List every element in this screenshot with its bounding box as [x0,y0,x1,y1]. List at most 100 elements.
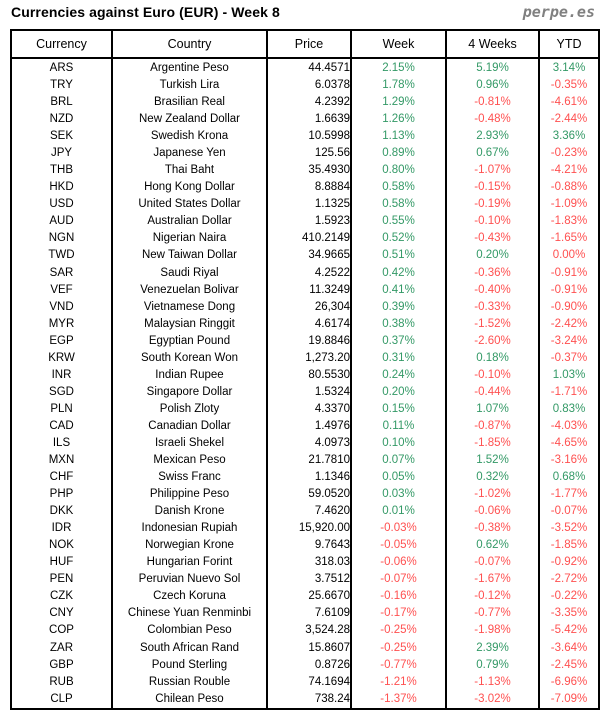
ytd-change: -5.42% [538,621,600,640]
ytd-change: -0.07% [538,502,600,520]
ytd-change: -2.72% [538,570,600,588]
ytd-change: -3.16% [538,451,600,469]
four-weeks-change: 0.20% [445,246,540,264]
currency-code: TWD [10,246,113,264]
week-change: 0.39% [350,298,447,316]
country-name: Malaysian Ringgit [111,315,268,333]
country-name: Japanese Yen [111,144,268,162]
ytd-change: 3.36% [538,127,600,145]
price-value: 125.56 [266,144,352,162]
table-row: PLN Polish Zloty 4.3370 0.15% 1.07% 0.83% [10,400,600,418]
price-value: 1.5923 [266,212,352,230]
currency-code: RUB [10,673,113,691]
four-weeks-change: -0.40% [445,281,540,299]
price-value: 25.6670 [266,587,352,605]
table-row: NOK Norwegian Krone 9.7643 -0.05% 0.62% -1.85… [10,536,600,554]
price-value: 318.03 [266,553,352,571]
week-change: 1.13% [350,127,447,145]
price-value: 15,920.00 [266,519,352,537]
currency-code: GBP [10,656,113,674]
table-row: CZK Czech Koruna 25.6670 -0.16% -0.12% -0.22% [10,587,600,605]
price-value: 1,273.20 [266,349,352,367]
four-weeks-change: 0.18% [445,349,540,367]
column-header-country: Country [111,30,268,59]
currency-code: INR [10,366,113,384]
ytd-change: 1.03% [538,366,600,384]
table-row: CAD Canadian Dollar 1.4976 0.11% -0.87% -4.03… [10,417,600,435]
perpe-logo: perpe.es [522,3,595,21]
price-value: 4.2392 [266,93,352,111]
four-weeks-change: -0.19% [445,195,540,213]
four-weeks-change: -1.02% [445,485,540,503]
currency-code: PHP [10,485,113,503]
four-weeks-change: -0.38% [445,519,540,537]
price-value: 1.6639 [266,110,352,128]
country-name: Nigerian Naira [111,229,268,247]
week-change: -0.77% [350,656,447,674]
week-change: -0.06% [350,553,447,571]
price-value: 8.8884 [266,178,352,196]
four-weeks-change: -0.81% [445,93,540,111]
ytd-change: -1.71% [538,383,600,401]
week-change: 0.55% [350,212,447,230]
country-name: Saudi Riyal [111,263,268,282]
table-row: TWD New Taiwan Dollar 34.9665 0.51% 0.20% 0.0… [10,246,600,264]
week-change: 0.11% [350,417,447,435]
four-weeks-change: 1.52% [445,451,540,469]
country-name: Israeli Shekel [111,434,268,452]
week-change: 0.52% [350,229,447,247]
currency-table: Currency Country Price Week 4 Weeks YTD … [10,29,600,710]
week-change: 2.15% [350,58,447,77]
price-value: 4.6174 [266,315,352,333]
week-change: 1.78% [350,76,447,94]
price-value: 15.8607 [266,639,352,657]
currency-code: MXN [10,451,113,469]
price-value: 44.4571 [266,58,352,77]
week-change: -0.25% [350,621,447,640]
table-row: PHP Philippine Peso 59.0520 0.03% -1.02% -1.7… [10,485,600,503]
price-value: 1.1325 [266,195,352,213]
ytd-change: -3.24% [538,332,600,350]
ytd-change: -2.45% [538,656,600,674]
currency-code: NGN [10,229,113,247]
country-name: New Taiwan Dollar [111,246,268,264]
table-row: NGN Nigerian Naira 410.2149 0.52% -0.43% -1.6… [10,229,600,247]
country-name: Australian Dollar [111,212,268,230]
ytd-change: -0.91% [538,281,600,299]
table-row: ZAR South African Rand 15.8607 -0.25% 2.39% -… [10,639,600,657]
currency-code: BRL [10,93,113,111]
table-header: Currency Country Price Week 4 Weeks YTD [10,30,600,59]
four-weeks-change: 2.93% [445,127,540,145]
currency-code: KRW [10,349,113,367]
price-value: 35.4930 [266,161,352,179]
week-change: 1.29% [350,93,447,111]
table-row: CLP Chilean Peso 738.24 -1.37% -3.02% -7.09% [10,690,600,709]
ytd-change: -6.96% [538,673,600,691]
currency-code: HKD [10,178,113,196]
country-name: South African Rand [111,639,268,657]
ytd-change: -4.21% [538,161,600,179]
ytd-change: -1.65% [538,229,600,247]
country-name: South Korean Won [111,349,268,367]
week-change: 1.26% [350,110,447,128]
week-change: 0.03% [350,485,447,503]
four-weeks-change: 0.67% [445,144,540,162]
four-weeks-change: -1.52% [445,315,540,333]
ytd-change: -4.61% [538,93,600,111]
currency-code: PEN [10,570,113,588]
four-weeks-change: -1.85% [445,434,540,452]
week-change: 0.89% [350,144,447,162]
price-value: 7.4620 [266,502,352,520]
table-row: AUD Australian Dollar 1.5923 0.55% -0.10% -1.… [10,212,600,230]
four-weeks-change: 1.07% [445,400,540,418]
table-row: BRL Brasilian Real 4.2392 1.29% -0.81% -4.61% [10,93,600,111]
week-change: 0.15% [350,400,447,418]
table-row: COP Colombian Peso 3,524.28 -0.25% -1.98% -5.… [10,621,600,640]
column-header-ytd: YTD [538,30,600,59]
country-name: Peruvian Nuevo Sol [111,570,268,588]
price-value: 4.3370 [266,400,352,418]
ytd-change: -1.83% [538,212,600,230]
price-value: 410.2149 [266,229,352,247]
currency-code: PLN [10,400,113,418]
price-value: 1.1346 [266,468,352,486]
